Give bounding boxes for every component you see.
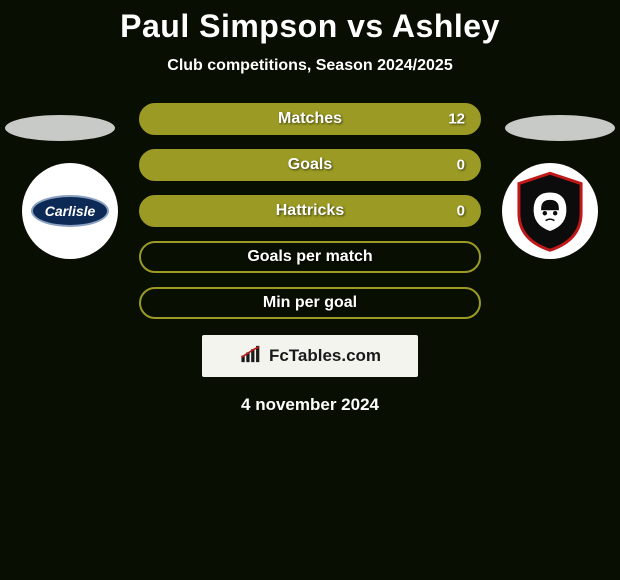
brand-box: FcTables.com [202,335,418,377]
stat-right-value: 0 [457,203,465,220]
date-label: 4 november 2024 [0,395,620,415]
stat-label: Goals per match [141,248,479,266]
stat-pill: Hattricks0 [139,195,481,227]
left-club-badge: Carlisle [22,163,118,259]
stat-label: Goals [141,156,479,174]
chart-icon [239,344,265,369]
stat-pill: Goals per match [139,241,481,273]
stat-label: Hattricks [141,202,479,220]
stat-right-value: 0 [457,157,465,174]
subtitle: Club competitions, Season 2024/2025 [0,57,620,75]
right-halo [505,115,615,141]
stat-pill: Goals0 [139,149,481,181]
comparison-arena: Carlisle Matches12Goals0Hattricks0Goals … [0,103,620,415]
stat-label: Matches [141,110,479,128]
left-club-label: Carlisle [31,195,109,227]
shield-icon [513,170,587,252]
stat-pill-list: Matches12Goals0Hattricks0Goals per match… [139,103,481,319]
left-halo [5,115,115,141]
brand-text: FcTables.com [269,346,381,366]
right-club-badge [502,163,598,259]
stat-pill: Matches12 [139,103,481,135]
stat-pill: Min per goal [139,287,481,319]
stat-label: Min per goal [141,294,479,312]
stat-right-value: 12 [448,111,465,128]
page-title: Paul Simpson vs Ashley [0,0,620,45]
